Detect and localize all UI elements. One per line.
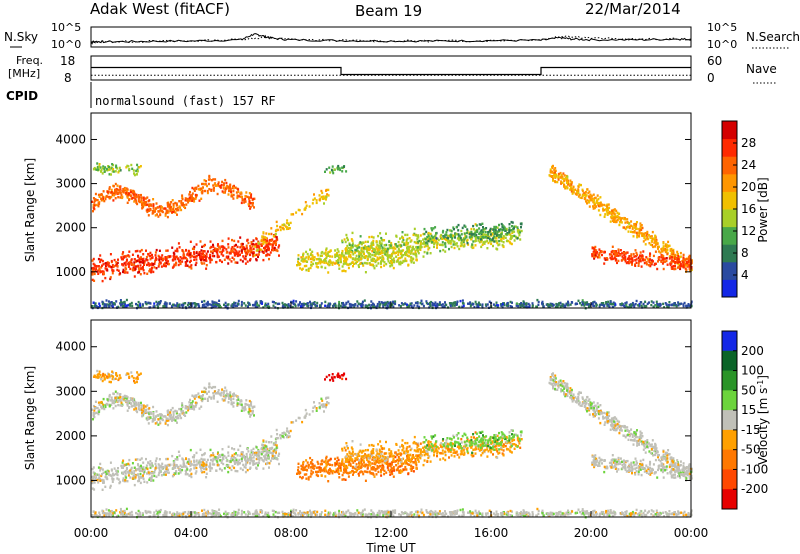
freq-tick-top: 18: [60, 54, 75, 68]
power-colorbar-segment: [722, 191, 737, 210]
y-tick-label: 3000: [55, 384, 86, 398]
noise-right-label: N.Search: [746, 30, 800, 44]
power-colorbar-tick: 28: [741, 136, 756, 150]
power-colorbar-tick: 20: [741, 180, 756, 194]
freq-label-line1: Freq.: [16, 54, 43, 67]
power-colorbar-segment: [722, 209, 737, 228]
velocity-scatter: [91, 369, 693, 519]
velocity-colorbar-segment: [722, 370, 737, 391]
velocity-colorbar-tick: -15: [741, 423, 761, 437]
nave-tick-bottom: 0: [707, 71, 715, 85]
time-axis-ticks: 00:00 04:00 08:00 12:00 16:00 20:00 00:00: [74, 302, 709, 540]
power-colorbar-segment: [722, 138, 737, 157]
frequency-line: [91, 66, 691, 76]
station-title: Adak West (fitACF): [90, 0, 230, 18]
power-panel: 1000 2000 3000 4000 Slant Range [km] 4 8 12 16…: [23, 112, 770, 310]
power-y-ticks: 1000 2000 3000 4000: [55, 132, 691, 279]
velocity-colorbar-segment: [722, 449, 737, 470]
velocity-panel: 1000 2000 3000 4000 00:00 04:00 08:00 12:00 16:…: [23, 302, 770, 554]
velocity-y-ticks: 1000 2000 3000 4000: [55, 340, 691, 487]
y-tick-label: 4000: [55, 132, 86, 146]
date-title: 22/Mar/2014: [585, 0, 681, 18]
velocity-colorbar-segment: [722, 489, 737, 510]
y-tick-label: 4000: [55, 340, 86, 354]
velocity-colorbar: 200 100 50 15 -15 -50 -100 -200: [721, 330, 768, 510]
velocity-colorbar-segment: [722, 331, 737, 352]
power-colorbar: 4 8 12 16 20 24 28: [721, 120, 756, 298]
y-tick-label: 1000: [55, 473, 86, 487]
velocity-colorbar-segment: [722, 429, 737, 451]
y-tick-label: 2000: [55, 429, 86, 443]
freq-label-line2: [MHz]: [8, 67, 40, 80]
freq-tick-bottom: 8: [64, 71, 72, 85]
x-tick-label: 12:00: [374, 526, 409, 540]
velocity-colorbar-tick: 15: [741, 403, 756, 417]
y-tick-label: 2000: [55, 221, 86, 235]
noise-search-line: [90, 35, 692, 44]
x-tick-label: 00:00: [74, 526, 109, 540]
velocity-colorbar-segment: [722, 350, 737, 372]
power-scatter: [91, 162, 693, 310]
power-colorbar-segment: [722, 173, 737, 192]
velocity-colorbar-segment: [722, 390, 737, 411]
x-axis-label: Time UT: [365, 541, 416, 554]
noise-left-tick-bottom: 10^0: [51, 38, 81, 51]
noise-right-tick-top: 10^5: [707, 21, 737, 34]
frequency-panel: Freq. [MHz] 18 8 60 0 Nave: [8, 54, 777, 85]
power-colorbar-tick: 16: [741, 202, 756, 216]
noise-panel: N.Sky 10^5 10^0 10^5 10^0 N.Search: [4, 21, 800, 51]
x-tick-label: 20:00: [574, 526, 609, 540]
velocity-colorbar-segment: [722, 469, 737, 490]
velocity-colorbar-tick: 200: [741, 344, 764, 358]
noise-left-tick-top: 10^5: [51, 21, 81, 34]
power-colorbar-tick: 12: [741, 224, 756, 238]
noise-left-label: N.Sky: [4, 30, 38, 44]
power-colorbar-tick: 24: [741, 158, 756, 172]
power-colorbar-tick: 8: [741, 246, 749, 260]
x-tick-label: 16:00: [474, 526, 509, 540]
velocity-y-label: Slant Range [km]: [23, 366, 37, 470]
x-tick-label: 08:00: [274, 526, 309, 540]
beam-title: Beam 19: [355, 2, 422, 20]
velocity-colorbar-tick: -50: [741, 443, 761, 457]
power-y-label: Slant Range [km]: [23, 158, 37, 262]
y-tick-label: 1000: [55, 265, 86, 279]
power-colorbar-tick: 4: [741, 268, 749, 282]
noise-right-tick-bottom: 10^0: [707, 38, 737, 51]
cpid-value: normalsound (fast) 157 RF: [95, 94, 276, 108]
velocity-colorbar-segment: [722, 410, 737, 431]
power-colorbar-segment: [722, 244, 737, 263]
velocity-colorbar-tick: -100: [741, 462, 768, 476]
velocity-colorbar-tick: -200: [741, 482, 768, 496]
x-tick-label: 00:00: [674, 526, 709, 540]
noise-sky-line: [90, 33, 692, 45]
power-colorbar-segment: [722, 279, 737, 298]
cpid-label: CPID: [6, 89, 38, 103]
power-colorbar-segment: [722, 226, 737, 245]
power-colorbar-segment: [722, 121, 737, 140]
velocity-colorbar-tick: 100: [741, 364, 764, 378]
power-colorbar-segment: [722, 156, 737, 175]
x-tick-label: 04:00: [174, 526, 209, 540]
velocity-colorbar-label: Velocity [m s-1]: [756, 375, 771, 465]
nave-label: Nave: [746, 62, 777, 76]
nave-tick-top: 60: [707, 54, 722, 68]
y-tick-label: 3000: [55, 177, 86, 191]
power-colorbar-segment: [722, 261, 737, 280]
power-colorbar-label: Power [dB]: [756, 177, 770, 242]
velocity-colorbar-tick: 50: [741, 383, 756, 397]
